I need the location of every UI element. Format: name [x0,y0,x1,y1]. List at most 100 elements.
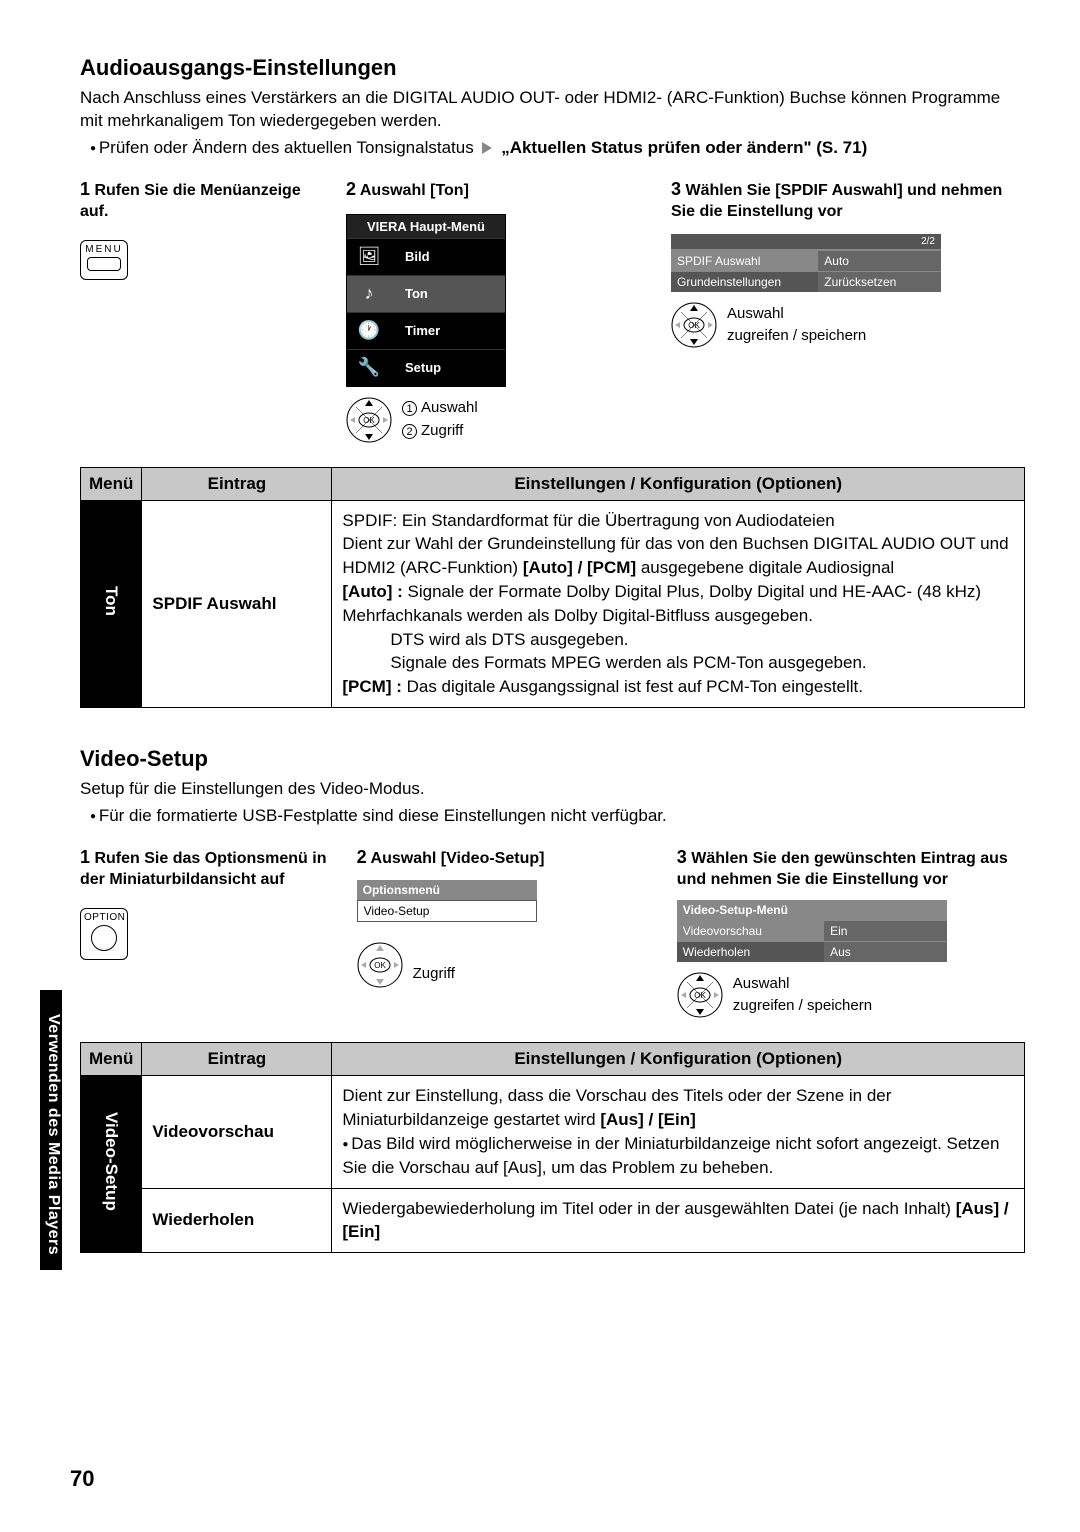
vmenu-cell: Ton [81,500,142,707]
desc-line: Dient zur Wahl der Grundeinstellung für … [342,532,1014,580]
ok-nav: OK Auswahl zugreifen / speichern [671,302,1025,348]
clock-icon: 🕐 [355,319,383,343]
entry-cell: Wiederholen [142,1188,332,1253]
step1-head: 1 Rufen Sie die Menüanzeige auf. [80,178,316,223]
step-text: Rufen Sie die Menüanzeige auf. [80,182,301,220]
step-text: Auswahl [Ton] [360,182,469,199]
th-menu: Menü [81,467,142,500]
panel-cell: Grundeinstellungen [671,272,818,292]
ok-nav: OK 1Auswahl 2Zugriff [346,397,641,443]
vmenu-cell: Video-Setup [81,1076,142,1253]
menu-label: Timer [395,323,497,338]
remote-label: OPTION [84,912,124,923]
panel-title: Optionsmenü [357,880,537,900]
config-table-2: Menü Eintrag Einstellungen / Konfigurati… [80,1042,1025,1253]
step2-head: 2 Auswahl [Ton] [346,178,641,202]
ok-label-b: zugreifen / speichern [727,328,866,345]
dpad-icon: OK [671,302,717,348]
desc-cell: SPDIF: Ein Standardformat für die Übertr… [332,500,1025,707]
panel-row: Wiederholen Aus [677,941,947,962]
entry-cell: Videovorschau [142,1076,332,1188]
th-settings: Einstellungen / Konfiguration (Optionen) [332,1043,1025,1076]
svg-text:OK: OK [374,961,386,970]
menu-label: Ton [395,286,497,301]
step-text: Auswahl [Video-Setup] [371,850,545,867]
step-num: 1 [80,179,90,199]
ok-label-a: Auswahl [727,306,866,323]
section1-intro: Nach Anschluss eines Verstärkers an die … [80,87,1025,133]
dpad-icon: OK [357,942,403,988]
ok-label-a: Auswahl [733,976,872,993]
page-number: 70 [70,1466,94,1492]
step-num: 1 [80,847,90,867]
spdif-panel: 2/2 SPDIF Auswahl Auto Grundeinstellunge… [671,234,941,292]
menu-button: MENU [80,240,128,280]
step-text: Rufen Sie das Optionsmenü in der Miniatu… [80,850,327,888]
video-setup-menu: Video-Setup-Menü Videovorschau Ein Wiede… [677,900,947,962]
panel-cell: Zurücksetzen [818,272,941,292]
ok-nav: OK Zugriff [357,942,647,988]
desc-line: [Auto] : Signale der Formate Dolby Digit… [342,580,1014,628]
config-table-1: Menü Eintrag Einstellungen / Konfigurati… [80,467,1025,708]
step2-head: 2 Auswahl [Video-Setup] [357,846,647,870]
desc-line: Signale des Formats MPEG werden als PCM-… [342,651,1014,675]
panel-cell: Wiederholen [677,942,824,962]
panel-pager: 2/2 [671,234,941,250]
th-menu: Menü [81,1043,142,1076]
dpad-icon: OK [346,397,392,443]
desc-cell: Dient zur Einstellung, dass die Vorschau… [332,1076,1025,1188]
panel-row: Video-Setup [357,900,537,922]
ok-label-b: 2Zugriff [402,423,478,440]
panel-cell: Aus [824,942,947,962]
menu-label: Bild [395,249,497,264]
desc-line: Dient zur Einstellung, dass die Vorschau… [342,1084,1014,1132]
desc-line: DTS wird als DTS ausgegeben. [342,628,1014,652]
menu-label: Setup [395,360,497,375]
panel-cell: Ein [824,921,947,941]
desc-line: SPDIF: Ein Standardformat für die Übertr… [342,509,1014,533]
section1-bullet: Prüfen oder Ändern des aktuellen Tonsign… [90,137,1025,160]
arrow-icon [482,142,492,154]
desc-line: Das Bild wird möglicherweise in der Mini… [342,1132,1014,1180]
bullet-bold: „Aktuellen Status prüfen oder ändern" (S… [501,138,867,157]
th-entry: Eintrag [142,467,332,500]
desc-line: Wiedergabewiederholung im Titel oder in … [342,1197,1014,1245]
ok-nav: OK Auswahl zugreifen / speichern [677,972,1025,1018]
th-entry: Eintrag [142,1043,332,1076]
panel-cell: SPDIF Auswahl [671,251,818,271]
section2-bullet: Für die formatierte USB-Festplatte sind … [90,805,1025,828]
section1-title: Audioausgangs-Einstellungen [80,55,1025,81]
menu-row: 🔧 Setup [347,349,505,386]
step-num: 3 [677,847,687,867]
section2-intro: Setup für die Einstellungen des Video-Mo… [80,778,1025,801]
ok-label: Zugriff [413,966,455,983]
remote-label: MENU [84,244,124,255]
step-num: 2 [346,179,356,199]
options-menu: Optionsmenü Video-Setup [357,880,537,922]
menu-row: ♪ Ton [347,275,505,312]
side-tab: Verwenden des Media Players [40,990,62,1270]
note-icon: ♪ [355,282,383,306]
th-settings: Einstellungen / Konfiguration (Optionen) [332,467,1025,500]
panel-cell: Videovorschau [677,921,824,941]
desc-cell: Wiedergabewiederholung im Titel oder in … [332,1188,1025,1253]
ok-label-a: 1Auswahl [402,400,478,417]
step-num: 2 [357,847,367,867]
panel-row: Grundeinstellungen Zurücksetzen [671,271,941,292]
section2-title: Video-Setup [80,746,1025,772]
bullet-prefix: Prüfen oder Ändern des aktuellen Tonsign… [99,138,474,157]
ok-label-b: zugreifen / speichern [733,998,872,1015]
wrench-icon: 🔧 [355,356,383,380]
haupt-menu: VIERA Haupt-Menü 🖼 Bild ♪ Ton 🕐 Timer 🔧 … [346,214,506,387]
panel-row: Videovorschau Ein [677,920,947,941]
panel-cell: Auto [818,251,941,271]
step-num: 3 [671,179,681,199]
picture-icon: 🖼 [355,245,383,269]
panel-row: SPDIF Auswahl Auto [671,250,941,271]
menu-row: 🕐 Timer [347,312,505,349]
step-text: Wählen Sie [SPDIF Auswahl] und nehmen Si… [671,182,1002,220]
panel-title: Video-Setup-Menü [677,900,947,920]
step3-head: 3 Wählen Sie den gewünschten Eintrag aus… [677,846,1025,891]
menu-row: 🖼 Bild [347,238,505,275]
desc-line: [PCM] : Das digitale Ausgangssignal ist … [342,675,1014,699]
